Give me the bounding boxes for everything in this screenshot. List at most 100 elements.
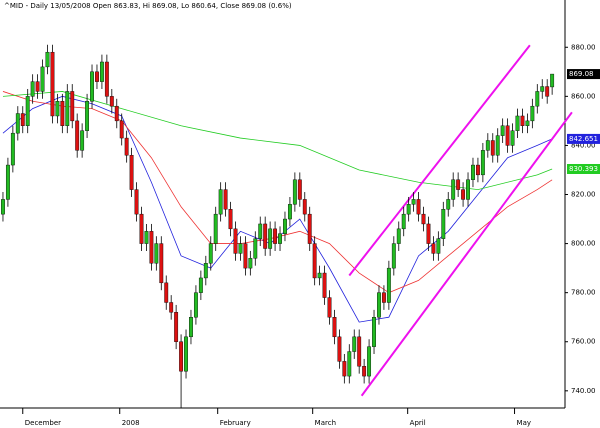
candle-body	[490, 140, 495, 156]
candle-body	[134, 189, 139, 215]
candle-body	[431, 243, 436, 254]
candle-body	[515, 115, 520, 131]
candle-body	[35, 81, 40, 92]
candle-body	[263, 223, 268, 249]
candle-body	[466, 179, 470, 200]
candle-body	[292, 179, 297, 205]
candle-body	[480, 150, 485, 176]
candle-body	[495, 135, 500, 156]
candle-body	[297, 179, 302, 200]
candle-body	[104, 61, 109, 97]
y-tick-label: 880.00	[571, 43, 596, 51]
candle-body	[149, 231, 154, 264]
candle-body	[268, 228, 273, 249]
candle-body	[347, 351, 352, 377]
ma-last-box	[567, 163, 600, 174]
candle-body	[312, 243, 317, 279]
candle-body	[85, 101, 90, 131]
candle-body	[337, 336, 342, 362]
candle-body	[352, 336, 357, 352]
candle-body	[475, 164, 480, 176]
candle-body	[99, 61, 104, 82]
candle-body	[471, 164, 475, 180]
candle-body	[139, 213, 144, 244]
candle-body	[169, 302, 174, 313]
candle-body	[228, 209, 233, 230]
candle-body	[520, 115, 525, 126]
candle-body	[129, 155, 134, 190]
candle-body	[436, 238, 441, 254]
candle-body	[109, 96, 114, 107]
candle-body	[550, 73, 555, 88]
candle-body	[65, 91, 70, 126]
ma-last-label: 830.393	[569, 165, 598, 173]
candle-body	[174, 312, 179, 342]
candle-body	[317, 272, 322, 279]
candle-body	[1, 199, 5, 215]
candle-body	[283, 218, 287, 234]
x-tick-label: February	[220, 419, 251, 427]
candle-body	[15, 113, 20, 134]
candle-body	[238, 243, 243, 254]
ma-last-box	[567, 133, 600, 144]
candle-body	[248, 258, 253, 269]
candle-body	[184, 336, 188, 372]
candle-body	[357, 336, 362, 367]
candle-body	[451, 179, 456, 200]
y-tick-label: 860.00	[571, 92, 596, 100]
candle-body	[75, 120, 80, 151]
candle-body	[500, 125, 505, 136]
y-tick-label: 840.00	[571, 141, 596, 149]
candle-body	[307, 213, 312, 244]
candle-body	[95, 71, 99, 82]
candle-body	[540, 86, 545, 92]
candle-body	[154, 243, 159, 264]
candle-body	[213, 213, 218, 244]
candle-body	[545, 86, 550, 97]
candle-body	[401, 213, 406, 230]
candle-body	[253, 238, 258, 259]
candle-body	[55, 101, 60, 117]
candle-body	[525, 120, 530, 126]
candle-body	[278, 233, 282, 244]
candle-body	[362, 366, 367, 377]
candle-body	[421, 213, 426, 225]
candle-body	[510, 130, 515, 146]
ma-last-label: 842.651	[569, 135, 598, 143]
candle-body	[70, 91, 75, 122]
candle-body	[159, 243, 164, 284]
candle-body	[441, 209, 446, 239]
candle-body	[485, 140, 490, 151]
candle-body	[386, 267, 391, 303]
candle-body	[30, 81, 35, 97]
candle-body	[203, 263, 208, 279]
candle-body	[396, 228, 401, 244]
candle-body	[90, 71, 94, 102]
candle-body	[416, 199, 421, 215]
candle-body	[322, 272, 327, 298]
candle-body	[193, 292, 198, 318]
candle-body	[114, 105, 119, 122]
candle-body	[273, 228, 278, 244]
candle-body	[461, 189, 466, 200]
y-tick-label: 780.00	[571, 289, 596, 297]
candle-body	[144, 231, 149, 244]
candle-body	[5, 164, 10, 200]
candle-body	[426, 223, 431, 244]
candle-body	[411, 199, 416, 205]
candle-body	[223, 189, 228, 210]
candle-body	[243, 243, 248, 269]
candle-body	[208, 243, 213, 264]
y-tick-label: 820.00	[571, 191, 596, 199]
candle-body	[10, 132, 15, 166]
candle-body	[530, 105, 535, 122]
last-close-box	[567, 69, 600, 80]
candle-body	[179, 341, 184, 372]
x-tick-label: 2008	[122, 419, 140, 427]
candle-body	[189, 317, 193, 338]
candle-body	[45, 51, 50, 68]
candle-body	[287, 204, 292, 220]
candle-body	[25, 96, 30, 126]
candle-body	[505, 125, 510, 146]
